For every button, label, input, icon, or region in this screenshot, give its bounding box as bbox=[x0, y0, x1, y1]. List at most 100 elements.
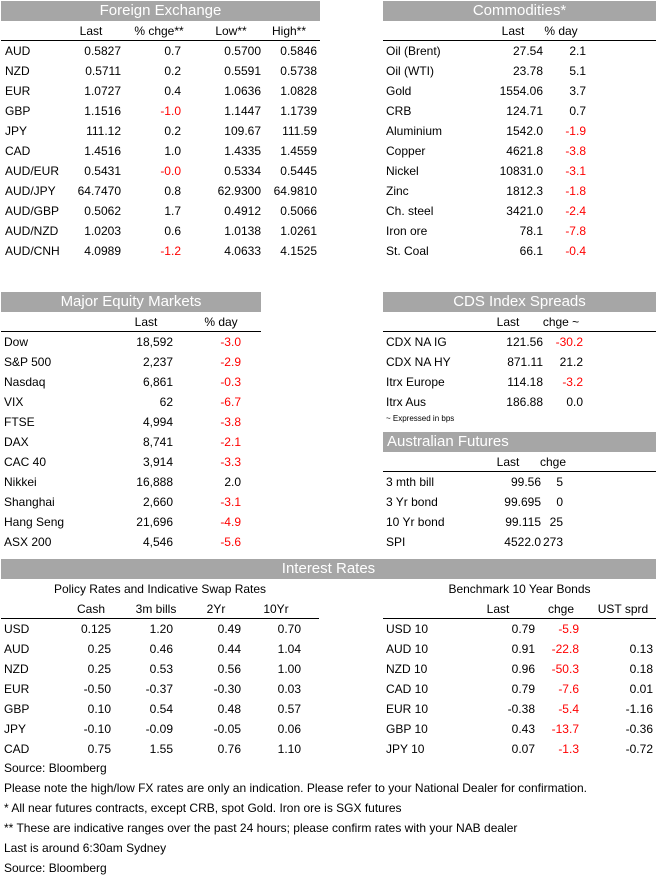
table-cell: 10831.0 bbox=[499, 164, 543, 178]
table-cell: 2.0 bbox=[224, 475, 241, 489]
table-cell: 0.13 bbox=[629, 642, 653, 656]
row-label: FTSE bbox=[4, 415, 35, 429]
table-row: AUD/CNH 4.0989 -1.2 4.0633 4.1525 bbox=[1, 241, 320, 261]
table-row: USD 10 0.79 -5.9 bbox=[383, 619, 656, 639]
table-row: Aluminium 1542.0 -1.9 bbox=[383, 121, 656, 141]
table-cell: 0.57 bbox=[277, 702, 301, 716]
table-row: Itrx Aus 186.88 0.0 bbox=[383, 392, 656, 412]
table-cell: 2,237 bbox=[142, 355, 173, 369]
table-cell: 4,546 bbox=[142, 535, 173, 549]
table-cell: 99.115 bbox=[505, 515, 541, 529]
table-row: CAD 10 0.79 -7.6 0.01 bbox=[383, 679, 656, 699]
row-label: AUD/NZD bbox=[5, 224, 59, 238]
equity-panel: Major Equity Markets Last % day Dow 18,592 -… bbox=[1, 292, 261, 552]
equity-title: Major Equity Markets bbox=[1, 292, 261, 312]
row-label: NZD 10 bbox=[386, 662, 428, 676]
table-header-row: Last % day bbox=[1, 312, 261, 332]
table-cell: 4621.8 bbox=[506, 144, 543, 158]
table-cell: 871.11 bbox=[507, 355, 543, 369]
table-cell: 0.125 bbox=[80, 622, 111, 636]
column-header: 10Yr bbox=[263, 602, 289, 616]
table-cell: 0.49 bbox=[217, 622, 241, 636]
table-cell: -3.8 bbox=[220, 415, 241, 429]
table-cell: 5 bbox=[556, 475, 563, 489]
footnote: Last is around 6:30am Sydney bbox=[4, 841, 167, 855]
fx-panel: Foreign Exchange Last % chge** Low** High**… bbox=[1, 1, 320, 261]
commodities-table: Last % day Oil (Brent) 27.54 2.1 Oil (WTI) 23.… bbox=[383, 21, 656, 261]
table-row: AUD/GBP 0.5062 1.7 0.4912 0.5066 bbox=[1, 201, 320, 221]
table-row: VIX 62 -6.7 bbox=[1, 392, 261, 412]
row-label: Aluminium bbox=[386, 124, 443, 138]
table-row: NZD 0.5711 0.2 0.5591 0.5738 bbox=[1, 61, 320, 81]
row-label: AUD bbox=[5, 44, 31, 58]
column-header: High** bbox=[271, 24, 307, 38]
row-label: CRB bbox=[386, 104, 412, 118]
footnote: Please note the high/low FX rates are on… bbox=[4, 781, 587, 795]
table-cell: 0.96 bbox=[511, 662, 535, 676]
table-cell: 1.1739 bbox=[280, 104, 317, 118]
row-label: EUR bbox=[5, 84, 31, 98]
table-cell: 1.7 bbox=[164, 204, 181, 218]
table-row: GBP 1.1516 -1.0 1.1447 1.1739 bbox=[1, 101, 320, 121]
table-row: FTSE 4,994 -3.8 bbox=[1, 412, 261, 432]
table-header-row: Last % day bbox=[383, 21, 656, 41]
row-label: CDX NA IG bbox=[386, 335, 447, 349]
row-label: VIX bbox=[4, 395, 24, 409]
row-label: Oil (Brent) bbox=[386, 44, 441, 58]
column-header: 2Yr bbox=[206, 602, 226, 616]
table-row: Nickel 10831.0 -3.1 bbox=[383, 161, 656, 181]
table-cell: 114.18 bbox=[507, 375, 543, 389]
column-header: Low** bbox=[215, 24, 247, 38]
row-label: CAD bbox=[4, 742, 30, 756]
footnote: Source: Bloomberg bbox=[4, 761, 107, 775]
table-cell: -0.37 bbox=[145, 682, 173, 696]
table-row: AUD 0.25 0.46 0.44 1.04 bbox=[1, 639, 319, 659]
table-cell: -0.05 bbox=[213, 722, 241, 736]
table-row: Hang Seng 21,696 -4.9 bbox=[1, 512, 261, 532]
table-cell: 0.5846 bbox=[280, 44, 317, 58]
table-cell: 0.01 bbox=[629, 682, 653, 696]
table-cell: 0.5827 bbox=[84, 44, 121, 58]
table-cell: 4.0989 bbox=[84, 244, 121, 258]
policy-subtitle: Policy Rates and Indicative Swap Rates bbox=[53, 582, 267, 596]
table-cell: 0.53 bbox=[149, 662, 173, 676]
fx-title: Foreign Exchange bbox=[1, 1, 320, 21]
table-cell: 1554.06 bbox=[499, 84, 543, 98]
table-cell: 1.20 bbox=[149, 622, 173, 636]
table-cell: 18,592 bbox=[136, 335, 173, 349]
table-row: Gold 1554.06 3.7 bbox=[383, 81, 656, 101]
column-header: % day bbox=[544, 24, 578, 38]
table-cell: -2.9 bbox=[220, 355, 241, 369]
table-row: Copper 4621.8 -3.8 bbox=[383, 141, 656, 161]
table-cell: 0.6 bbox=[164, 224, 181, 238]
row-label: Shanghai bbox=[4, 495, 55, 509]
column-header: Last bbox=[496, 315, 520, 329]
column-header: chge ~ bbox=[542, 315, 580, 329]
table-row: Ch. steel 3421.0 -2.4 bbox=[383, 201, 656, 221]
table-cell: 3.7 bbox=[569, 84, 586, 98]
row-label: Ch. steel bbox=[386, 204, 434, 218]
table-cell: -0.30 bbox=[213, 682, 241, 696]
row-label: Gold bbox=[386, 84, 412, 98]
table-cell: 0.4912 bbox=[224, 204, 261, 218]
row-label: AUD/EUR bbox=[5, 164, 60, 178]
row-label: Nasdaq bbox=[4, 375, 46, 389]
table-row: Shanghai 2,660 -3.1 bbox=[1, 492, 261, 512]
row-label: AUD/GBP bbox=[5, 204, 60, 218]
table-row: CAC 40 3,914 -3.3 bbox=[1, 452, 261, 472]
column-header: % day bbox=[204, 315, 238, 329]
row-label: AUD 10 bbox=[386, 642, 429, 656]
table-row: JPY -0.10 -0.09 -0.05 0.06 bbox=[1, 719, 319, 739]
table-row: 3 Yr bond 99.695 0 bbox=[383, 492, 656, 512]
table-cell: 2,660 bbox=[142, 495, 173, 509]
table-cell: 1812.3 bbox=[506, 184, 543, 198]
table-cell: 0.5334 bbox=[224, 164, 261, 178]
table-row: JPY 10 0.07 -1.3 -0.72 bbox=[383, 739, 656, 759]
policy-panel: Policy Rates and Indicative Swap Rates C… bbox=[1, 579, 319, 759]
table-cell: 0.79 bbox=[511, 622, 535, 636]
futures-panel: Australian Futures Last chge 3 mth bill 99.… bbox=[383, 432, 656, 552]
table-cell: -2.1 bbox=[220, 435, 241, 449]
table-row: S&P 500 2,237 -2.9 bbox=[1, 352, 261, 372]
table-cell: 25 bbox=[549, 515, 563, 529]
table-cell: 3,914 bbox=[142, 455, 173, 469]
